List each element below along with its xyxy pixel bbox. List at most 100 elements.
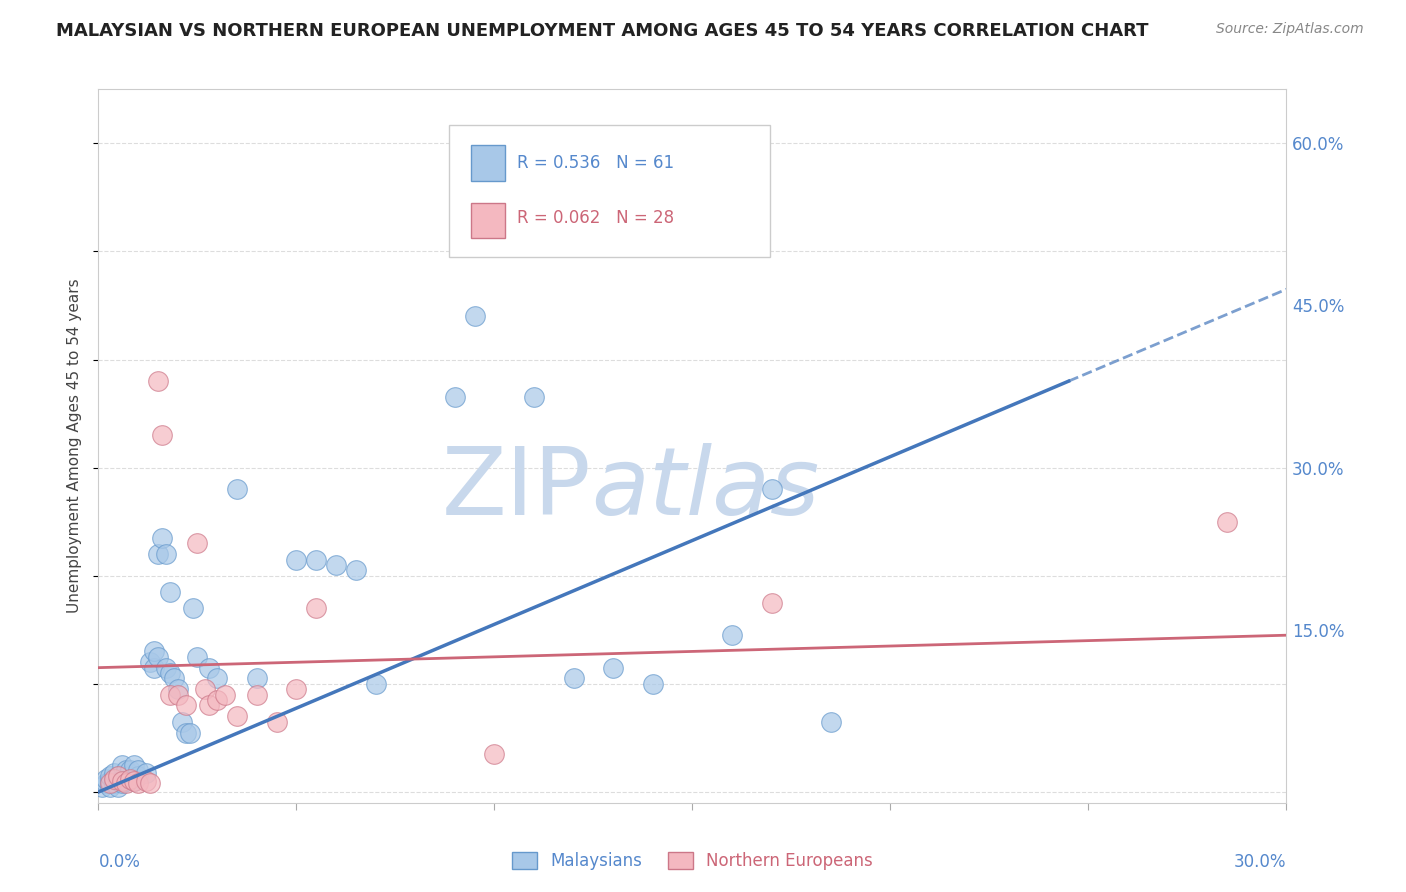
Point	[146, 649, 169, 664]
Y-axis label: Unemployment Among Ages 45 to 54 years: Unemployment Among Ages 45 to 54 years	[67, 278, 83, 614]
Point	[155, 547, 177, 561]
FancyBboxPatch shape	[471, 202, 505, 238]
Point	[194, 682, 217, 697]
Point	[135, 774, 157, 789]
Point	[98, 776, 121, 790]
Point	[122, 774, 145, 789]
Point	[115, 776, 138, 790]
Point	[107, 769, 129, 783]
Point	[305, 601, 328, 615]
Point	[142, 644, 165, 658]
Point	[344, 563, 367, 577]
Point	[198, 698, 221, 713]
Point	[1216, 515, 1239, 529]
Point	[111, 758, 134, 772]
Text: R = 0.062   N = 28: R = 0.062 N = 28	[516, 210, 673, 227]
Point	[98, 780, 121, 794]
Point	[146, 374, 169, 388]
Point	[166, 682, 188, 697]
Point	[364, 677, 387, 691]
Point	[207, 672, 229, 686]
Point	[179, 725, 201, 739]
Point	[127, 776, 149, 790]
Point	[562, 672, 585, 686]
Point	[761, 596, 783, 610]
Point	[91, 780, 114, 794]
Legend: Malaysians, Northern Europeans: Malaysians, Northern Europeans	[506, 845, 879, 877]
Point	[285, 682, 308, 697]
Point	[159, 688, 181, 702]
Point	[159, 666, 181, 681]
Point	[115, 774, 138, 789]
Point	[111, 774, 134, 789]
Point	[155, 660, 177, 674]
Point	[122, 758, 145, 772]
Point	[98, 769, 121, 783]
Point	[139, 655, 162, 669]
FancyBboxPatch shape	[449, 125, 769, 257]
Point	[127, 764, 149, 778]
Point	[170, 714, 193, 729]
Point	[111, 776, 134, 790]
Point	[135, 765, 157, 780]
Point	[115, 769, 138, 783]
Point	[305, 552, 328, 566]
Point	[163, 672, 186, 686]
Point	[207, 693, 229, 707]
Point	[103, 776, 125, 790]
Point	[174, 725, 197, 739]
Point	[111, 772, 134, 786]
Point	[142, 660, 165, 674]
Point	[484, 747, 506, 761]
Point	[120, 772, 142, 786]
Point	[523, 390, 546, 404]
Point	[150, 428, 173, 442]
Point	[641, 677, 664, 691]
Point	[122, 774, 145, 789]
Point	[146, 547, 169, 561]
Point	[174, 698, 197, 713]
Point	[107, 780, 129, 794]
Point	[103, 765, 125, 780]
Point	[139, 776, 162, 790]
Point	[464, 310, 486, 324]
Text: atlas: atlas	[592, 443, 820, 534]
Point	[103, 772, 125, 786]
Point	[285, 552, 308, 566]
Text: 30.0%: 30.0%	[1234, 853, 1286, 871]
Text: 0.0%: 0.0%	[98, 853, 141, 871]
Point	[198, 660, 221, 674]
Point	[127, 769, 149, 783]
Point	[444, 390, 467, 404]
Text: ZIP: ZIP	[441, 442, 592, 535]
Point	[246, 688, 269, 702]
Point	[120, 764, 142, 778]
Point	[107, 774, 129, 789]
Text: MALAYSIAN VS NORTHERN EUROPEAN UNEMPLOYMENT AMONG AGES 45 TO 54 YEARS CORRELATIO: MALAYSIAN VS NORTHERN EUROPEAN UNEMPLOYM…	[56, 22, 1149, 40]
Point	[159, 585, 181, 599]
Point	[325, 558, 347, 572]
Text: Source: ZipAtlas.com: Source: ZipAtlas.com	[1216, 22, 1364, 37]
Point	[246, 672, 269, 686]
Point	[183, 601, 205, 615]
Point	[115, 764, 138, 778]
Point	[820, 714, 842, 729]
Point	[226, 709, 249, 723]
Point	[150, 531, 173, 545]
Point	[602, 660, 624, 674]
Point	[702, 174, 724, 188]
Point	[721, 628, 744, 642]
Point	[226, 482, 249, 496]
Point	[107, 769, 129, 783]
Point	[98, 774, 121, 789]
Point	[186, 649, 208, 664]
Point	[186, 536, 208, 550]
Text: R = 0.536   N = 61: R = 0.536 N = 61	[516, 154, 673, 172]
Point	[266, 714, 288, 729]
Point	[214, 688, 236, 702]
Point	[103, 772, 125, 786]
Point	[96, 772, 118, 786]
Point	[96, 776, 118, 790]
FancyBboxPatch shape	[471, 145, 505, 181]
Point	[166, 688, 188, 702]
